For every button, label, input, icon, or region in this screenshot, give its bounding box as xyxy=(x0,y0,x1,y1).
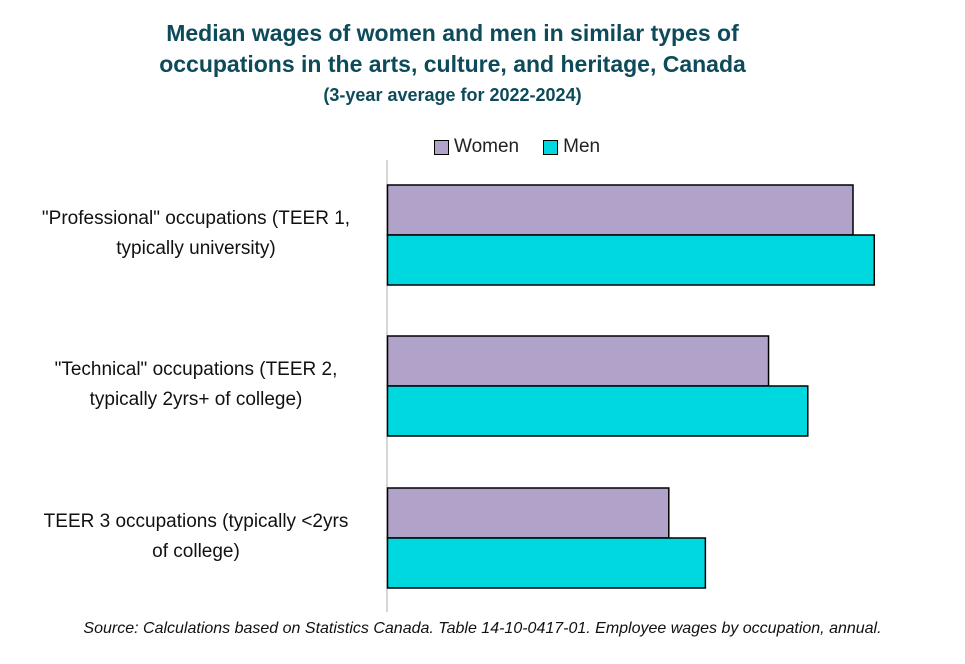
category-label-2-line-1: "Technical" occupations (TEER 2, xyxy=(54,359,338,380)
chart-title-line-1: Median wages of women and men in similar… xyxy=(166,20,739,46)
bar-men-1 xyxy=(386,234,876,286)
category-label-2: "Technical" occupations (TEER 2, typicall… xyxy=(16,355,376,415)
chart-legend: Women Men xyxy=(434,136,624,158)
bar-women-3 xyxy=(386,487,670,539)
bar-women-1 xyxy=(386,184,854,236)
category-label-1: "Professional" occupations (TEER 1, typic… xyxy=(16,204,376,264)
legend-item-women: Women xyxy=(434,136,519,158)
category-label-3-line-1: TEER 3 occupations (typically <2yrs xyxy=(43,511,349,532)
category-label-3-line-2: of college) xyxy=(152,541,240,562)
legend-swatch-women xyxy=(434,139,449,155)
bar-men-3 xyxy=(386,537,707,589)
legend-item-men: Men xyxy=(543,136,600,158)
bar-women-2 xyxy=(386,335,770,387)
category-label-3: TEER 3 occupations (typically <2yrs of co… xyxy=(16,507,376,567)
legend-swatch-men xyxy=(543,139,559,155)
chart-title: Median wages of women and men in similar… xyxy=(0,18,905,108)
legend-label-men: Men xyxy=(563,136,601,157)
category-label-1-line-2: typically university) xyxy=(116,238,276,259)
chart-subtitle: (3-year average for 2022-2024) xyxy=(323,85,582,105)
legend-label-women: Women xyxy=(454,136,520,157)
chart-title-line-2: occupations in the arts, culture, and he… xyxy=(159,51,746,77)
bar-men-2 xyxy=(386,385,809,437)
category-label-1-line-1: "Professional" occupations (TEER 1, xyxy=(41,208,351,229)
source-note: Source: Calculations based on Statistics… xyxy=(83,620,882,637)
category-label-2-line-2: typically 2yrs+ of college) xyxy=(89,389,303,410)
